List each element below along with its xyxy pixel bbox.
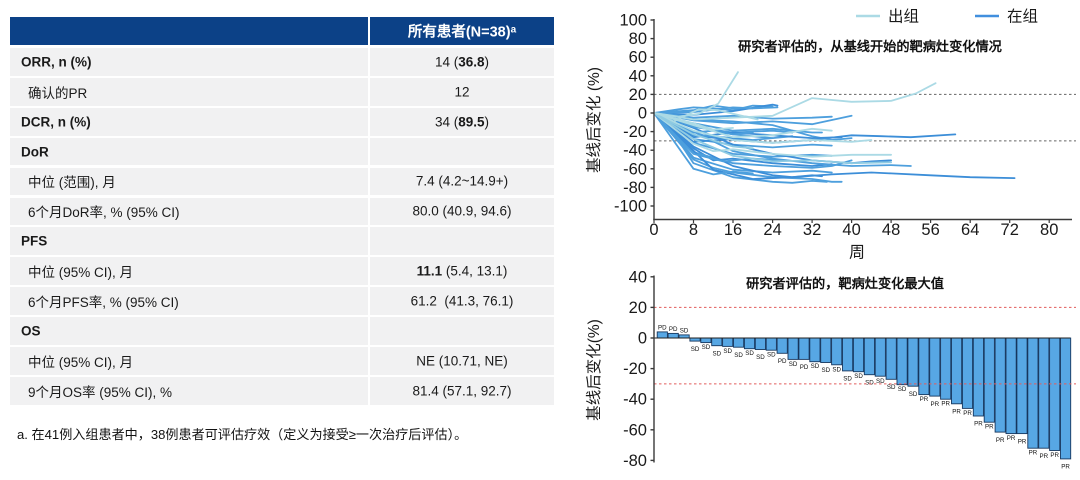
- svg-text:SD: SD: [691, 346, 700, 353]
- svg-text:PD: PD: [778, 358, 787, 365]
- svg-text:PR: PR: [1039, 453, 1048, 460]
- svg-text:PD: PD: [658, 324, 667, 331]
- svg-text:PR: PR: [952, 409, 961, 416]
- svg-text:56: 56: [921, 221, 939, 239]
- svg-text:8: 8: [689, 221, 698, 239]
- svg-text:周: 周: [849, 245, 865, 262]
- svg-text:-20: -20: [623, 360, 647, 378]
- svg-text:40: 40: [842, 221, 860, 239]
- svg-text:SD: SD: [898, 386, 907, 393]
- svg-text:SD: SD: [865, 379, 874, 386]
- svg-text:SD: SD: [745, 350, 754, 357]
- svg-text:PR: PR: [1007, 435, 1016, 442]
- svg-text:基线后变化 (%): 基线后变化 (%): [585, 67, 603, 173]
- svg-text:PR: PR: [1018, 438, 1027, 445]
- svg-text:20: 20: [629, 299, 647, 317]
- svg-text:64: 64: [961, 221, 979, 239]
- svg-text:SD: SD: [712, 350, 721, 357]
- svg-text:研究者评估的，从基线开始的靶病灶变化情况: 研究者评估的，从基线开始的靶病灶变化情况: [738, 38, 1003, 54]
- svg-text:80: 80: [1040, 221, 1058, 239]
- svg-text:SD: SD: [854, 373, 863, 380]
- svg-text:SD: SD: [702, 344, 711, 351]
- svg-text:PR: PR: [974, 421, 983, 428]
- svg-text:PR: PR: [996, 437, 1005, 444]
- svg-text:PD: PD: [669, 326, 678, 333]
- svg-text:-40: -40: [623, 391, 647, 409]
- svg-text:-60: -60: [623, 160, 647, 178]
- svg-text:SD: SD: [789, 361, 798, 368]
- svg-text:100: 100: [619, 12, 647, 30]
- svg-text:出组: 出组: [888, 8, 919, 26]
- svg-text:20: 20: [629, 86, 647, 104]
- svg-text:24: 24: [763, 221, 781, 239]
- svg-text:40: 40: [629, 268, 647, 286]
- svg-text:PR: PR: [1029, 450, 1038, 457]
- svg-text:60: 60: [629, 49, 647, 67]
- svg-text:-80: -80: [623, 452, 647, 470]
- svg-text:SD: SD: [734, 352, 743, 359]
- svg-text:-80: -80: [623, 179, 647, 197]
- svg-text:SD: SD: [680, 327, 689, 334]
- svg-text:SD: SD: [909, 391, 918, 398]
- svg-text:研究者评估的，靶病灶变化最大值: 研究者评估的，靶病灶变化最大值: [746, 275, 944, 291]
- svg-text:PR: PR: [1050, 452, 1059, 459]
- svg-text:PR: PR: [930, 401, 939, 408]
- svg-text:0: 0: [638, 105, 647, 123]
- svg-text:40: 40: [629, 67, 647, 85]
- svg-text:SD: SD: [843, 376, 852, 383]
- svg-text:PR: PR: [920, 396, 929, 403]
- svg-text:-100: -100: [614, 198, 647, 216]
- svg-text:SD: SD: [876, 378, 885, 385]
- svg-text:PR: PR: [963, 410, 972, 417]
- svg-text:PR: PR: [1061, 464, 1070, 471]
- svg-text:PR: PR: [941, 401, 950, 408]
- svg-text:PR: PR: [985, 424, 994, 431]
- svg-text:80: 80: [629, 30, 647, 48]
- svg-text:SD: SD: [767, 352, 776, 359]
- svg-text:在组: 在组: [1007, 8, 1038, 26]
- svg-text:SD: SD: [723, 348, 732, 355]
- svg-text:-40: -40: [623, 142, 647, 160]
- svg-text:32: 32: [803, 221, 821, 239]
- svg-text:SD: SD: [832, 366, 841, 373]
- svg-text:基线后变化(%): 基线后变化(%): [585, 319, 603, 421]
- svg-text:0: 0: [649, 221, 658, 239]
- svg-text:PD: PD: [800, 364, 809, 371]
- svg-text:-20: -20: [623, 123, 647, 141]
- svg-text:16: 16: [724, 221, 742, 239]
- svg-text:SD: SD: [756, 354, 765, 361]
- svg-text:-60: -60: [623, 421, 647, 439]
- svg-text:48: 48: [882, 221, 900, 239]
- svg-text:0: 0: [638, 330, 647, 348]
- svg-text:72: 72: [1001, 221, 1019, 239]
- svg-text:SD: SD: [887, 384, 896, 391]
- svg-text:SD: SD: [811, 363, 820, 370]
- svg-text:SD: SD: [821, 367, 830, 374]
